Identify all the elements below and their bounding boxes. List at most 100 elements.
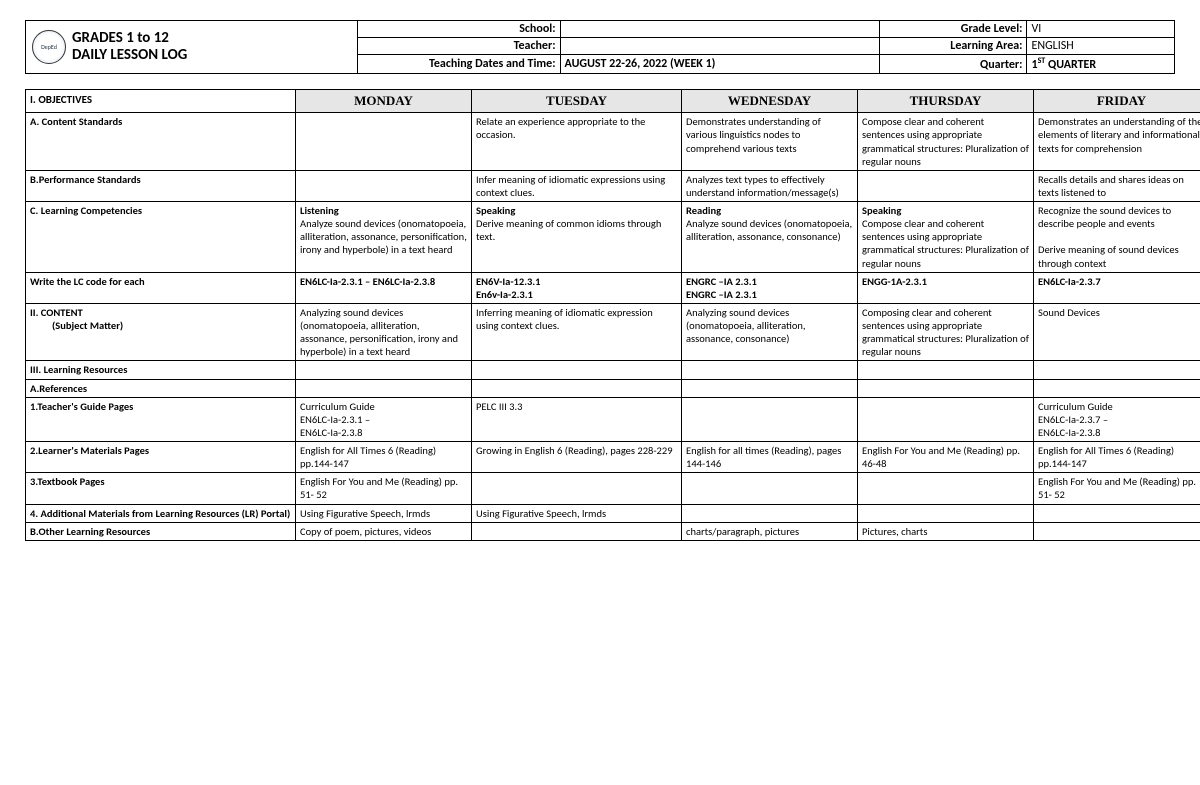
area-label: Learning Area: xyxy=(880,38,1027,55)
cell xyxy=(472,361,682,379)
label: B.Performance Standards xyxy=(26,170,296,201)
cell: Analyzes text types to effectively under… xyxy=(682,170,858,201)
quarter-label: Quarter: xyxy=(880,55,1027,74)
area-value: ENGLISH xyxy=(1027,38,1175,55)
cell xyxy=(682,361,858,379)
grade-label: Grade Level: xyxy=(880,21,1027,38)
cell: English for all times (Reading), pages 1… xyxy=(682,442,858,473)
cell: English For You and Me (Reading) pp. 51-… xyxy=(1034,473,1200,504)
label: Write the LC code for each xyxy=(26,272,296,303)
cell: Curriculum GuideEN6LC-Ia-2.3.7 –EN6LC-Ia… xyxy=(1034,397,1200,441)
cell: EN6V-Ia-12.3.1En6v-Ia-2.3.1 xyxy=(472,272,682,303)
day-monday: MONDAY xyxy=(296,90,472,113)
cell: ENGRC –IA 2.3.1ENGRC –IA 2.3.1 xyxy=(682,272,858,303)
dates-value: AUGUST 22-26, 2022 (WEEK 1) xyxy=(560,55,880,74)
cell: Curriculum GuideEN6LC-Ia-2.3.1 –EN6LC-Ia… xyxy=(296,397,472,441)
cell xyxy=(682,397,858,441)
cell: Analyzing sound devices (onomatopoeia, a… xyxy=(296,303,472,361)
doc-title: GRADES 1 to 12 DAILY LESSON LOG xyxy=(72,30,187,65)
cell: Inferring meaning of idiomatic expressio… xyxy=(472,303,682,361)
row-additional-materials: 4. Additional Materials from Learning Re… xyxy=(26,504,1200,522)
cell xyxy=(1034,379,1200,397)
day-thursday: THURSDAY xyxy=(858,90,1034,113)
row-references: A.References xyxy=(26,379,1200,397)
cell: English for All Times 6 (Reading) pp.144… xyxy=(296,442,472,473)
cell: Recalls details and shares ideas on text… xyxy=(1034,170,1200,201)
teacher-value xyxy=(560,38,880,55)
row-content-standards: A. Content Standards Relate an experienc… xyxy=(26,113,1200,171)
cell xyxy=(472,522,682,540)
cell: Demonstrates an understanding of the ele… xyxy=(1034,113,1200,171)
cell: ENGG-1A-2.3.1 xyxy=(858,272,1034,303)
objectives-heading: I. OBJECTIVES xyxy=(26,90,296,113)
cell xyxy=(296,379,472,397)
row-learners-materials: 2.Learner's Materials Pages English for … xyxy=(26,442,1200,473)
cell: SpeakingDerive meaning of common idioms … xyxy=(472,202,682,273)
cell: Demonstrates understanding of various li… xyxy=(682,113,858,171)
day-friday: FRIDAY xyxy=(1034,90,1200,113)
row-textbook: 3.Textbook Pages English For You and Me … xyxy=(26,473,1200,504)
cell xyxy=(858,504,1034,522)
header-table: DepEd GRADES 1 to 12 DAILY LESSON LOG Sc… xyxy=(25,20,1175,74)
school-value xyxy=(560,21,880,38)
cell: EN6LC-Ia-2.3.1 – EN6LC-Ia-2.3.8 xyxy=(296,272,472,303)
row-teachers-guide: 1.Teacher's Guide Pages Curriculum Guide… xyxy=(26,397,1200,441)
school-label: School: xyxy=(357,21,560,38)
label: 1.Teacher's Guide Pages xyxy=(26,397,296,441)
row-other-resources: B.Other Learning Resources Copy of poem,… xyxy=(26,522,1200,540)
cell xyxy=(682,504,858,522)
cell xyxy=(1034,522,1200,540)
label: III. Learning Resources xyxy=(26,361,296,379)
row-performance-standards: B.Performance Standards Infer meaning of… xyxy=(26,170,1200,201)
cell xyxy=(858,170,1034,201)
header-row: I. OBJECTIVES MONDAY TUESDAY WEDNESDAY T… xyxy=(26,90,1200,113)
cell xyxy=(858,473,1034,504)
cell: Pictures, charts xyxy=(858,522,1034,540)
label: 4. Additional Materials from Learning Re… xyxy=(26,504,296,522)
label: II. CONTENT (Subject Matter) xyxy=(26,303,296,361)
cell xyxy=(1034,361,1200,379)
cell: Analyzing sound devices (onomatopoeia, a… xyxy=(682,303,858,361)
row-lc-code: Write the LC code for each EN6LC-Ia-2.3.… xyxy=(26,272,1200,303)
title-cell: DepEd GRADES 1 to 12 DAILY LESSON LOG xyxy=(26,21,358,74)
dates-label: Teaching Dates and Time: xyxy=(357,55,560,74)
cell: Relate an experience appropriate to the … xyxy=(472,113,682,171)
cell xyxy=(1034,504,1200,522)
cell xyxy=(472,379,682,397)
label: B.Other Learning Resources xyxy=(26,522,296,540)
grade-value: VI xyxy=(1027,21,1175,38)
cell: PELC III 3.3 xyxy=(472,397,682,441)
row-learning-resources: III. Learning Resources xyxy=(26,361,1200,379)
cell: English For You and Me (Reading) pp. 46-… xyxy=(858,442,1034,473)
cell: Sound Devices xyxy=(1034,303,1200,361)
cell: Compose clear and coherent sentences usi… xyxy=(858,113,1034,171)
quarter-value: 1ST QUARTER xyxy=(1027,55,1175,74)
day-wednesday: WEDNESDAY xyxy=(682,90,858,113)
cell: Recognize the sound devices to describe … xyxy=(1034,202,1200,273)
deped-logo: DepEd xyxy=(32,30,66,64)
cell xyxy=(858,379,1034,397)
cell: Composing clear and coherent sentences u… xyxy=(858,303,1034,361)
title-line1: GRADES 1 to 12 xyxy=(72,29,169,47)
cell: Using Figurative Speech, lrmds xyxy=(296,504,472,522)
cell xyxy=(296,170,472,201)
cell: ReadingAnalyze sound devices (onomatopoe… xyxy=(682,202,858,273)
lesson-table: I. OBJECTIVES MONDAY TUESDAY WEDNESDAY T… xyxy=(25,89,1200,541)
cell xyxy=(682,473,858,504)
teacher-label: Teacher: xyxy=(357,38,560,55)
label: 2.Learner's Materials Pages xyxy=(26,442,296,473)
cell xyxy=(682,379,858,397)
cell: Copy of poem, pictures, videos xyxy=(296,522,472,540)
cell: EN6LC-Ia-2.3.7 xyxy=(1034,272,1200,303)
title-line2: DAILY LESSON LOG xyxy=(72,46,187,64)
label: C. Learning Competencies xyxy=(26,202,296,273)
label: 3.Textbook Pages xyxy=(26,473,296,504)
cell xyxy=(472,473,682,504)
cell: charts/paragraph, pictures xyxy=(682,522,858,540)
cell: ListeningAnalyze sound devices (onomatop… xyxy=(296,202,472,273)
day-tuesday: TUESDAY xyxy=(472,90,682,113)
content-sublabel: (Subject Matter) xyxy=(30,319,291,332)
cell: Infer meaning of idiomatic expressions u… xyxy=(472,170,682,201)
cell xyxy=(296,113,472,171)
label: A. Content Standards xyxy=(26,113,296,171)
